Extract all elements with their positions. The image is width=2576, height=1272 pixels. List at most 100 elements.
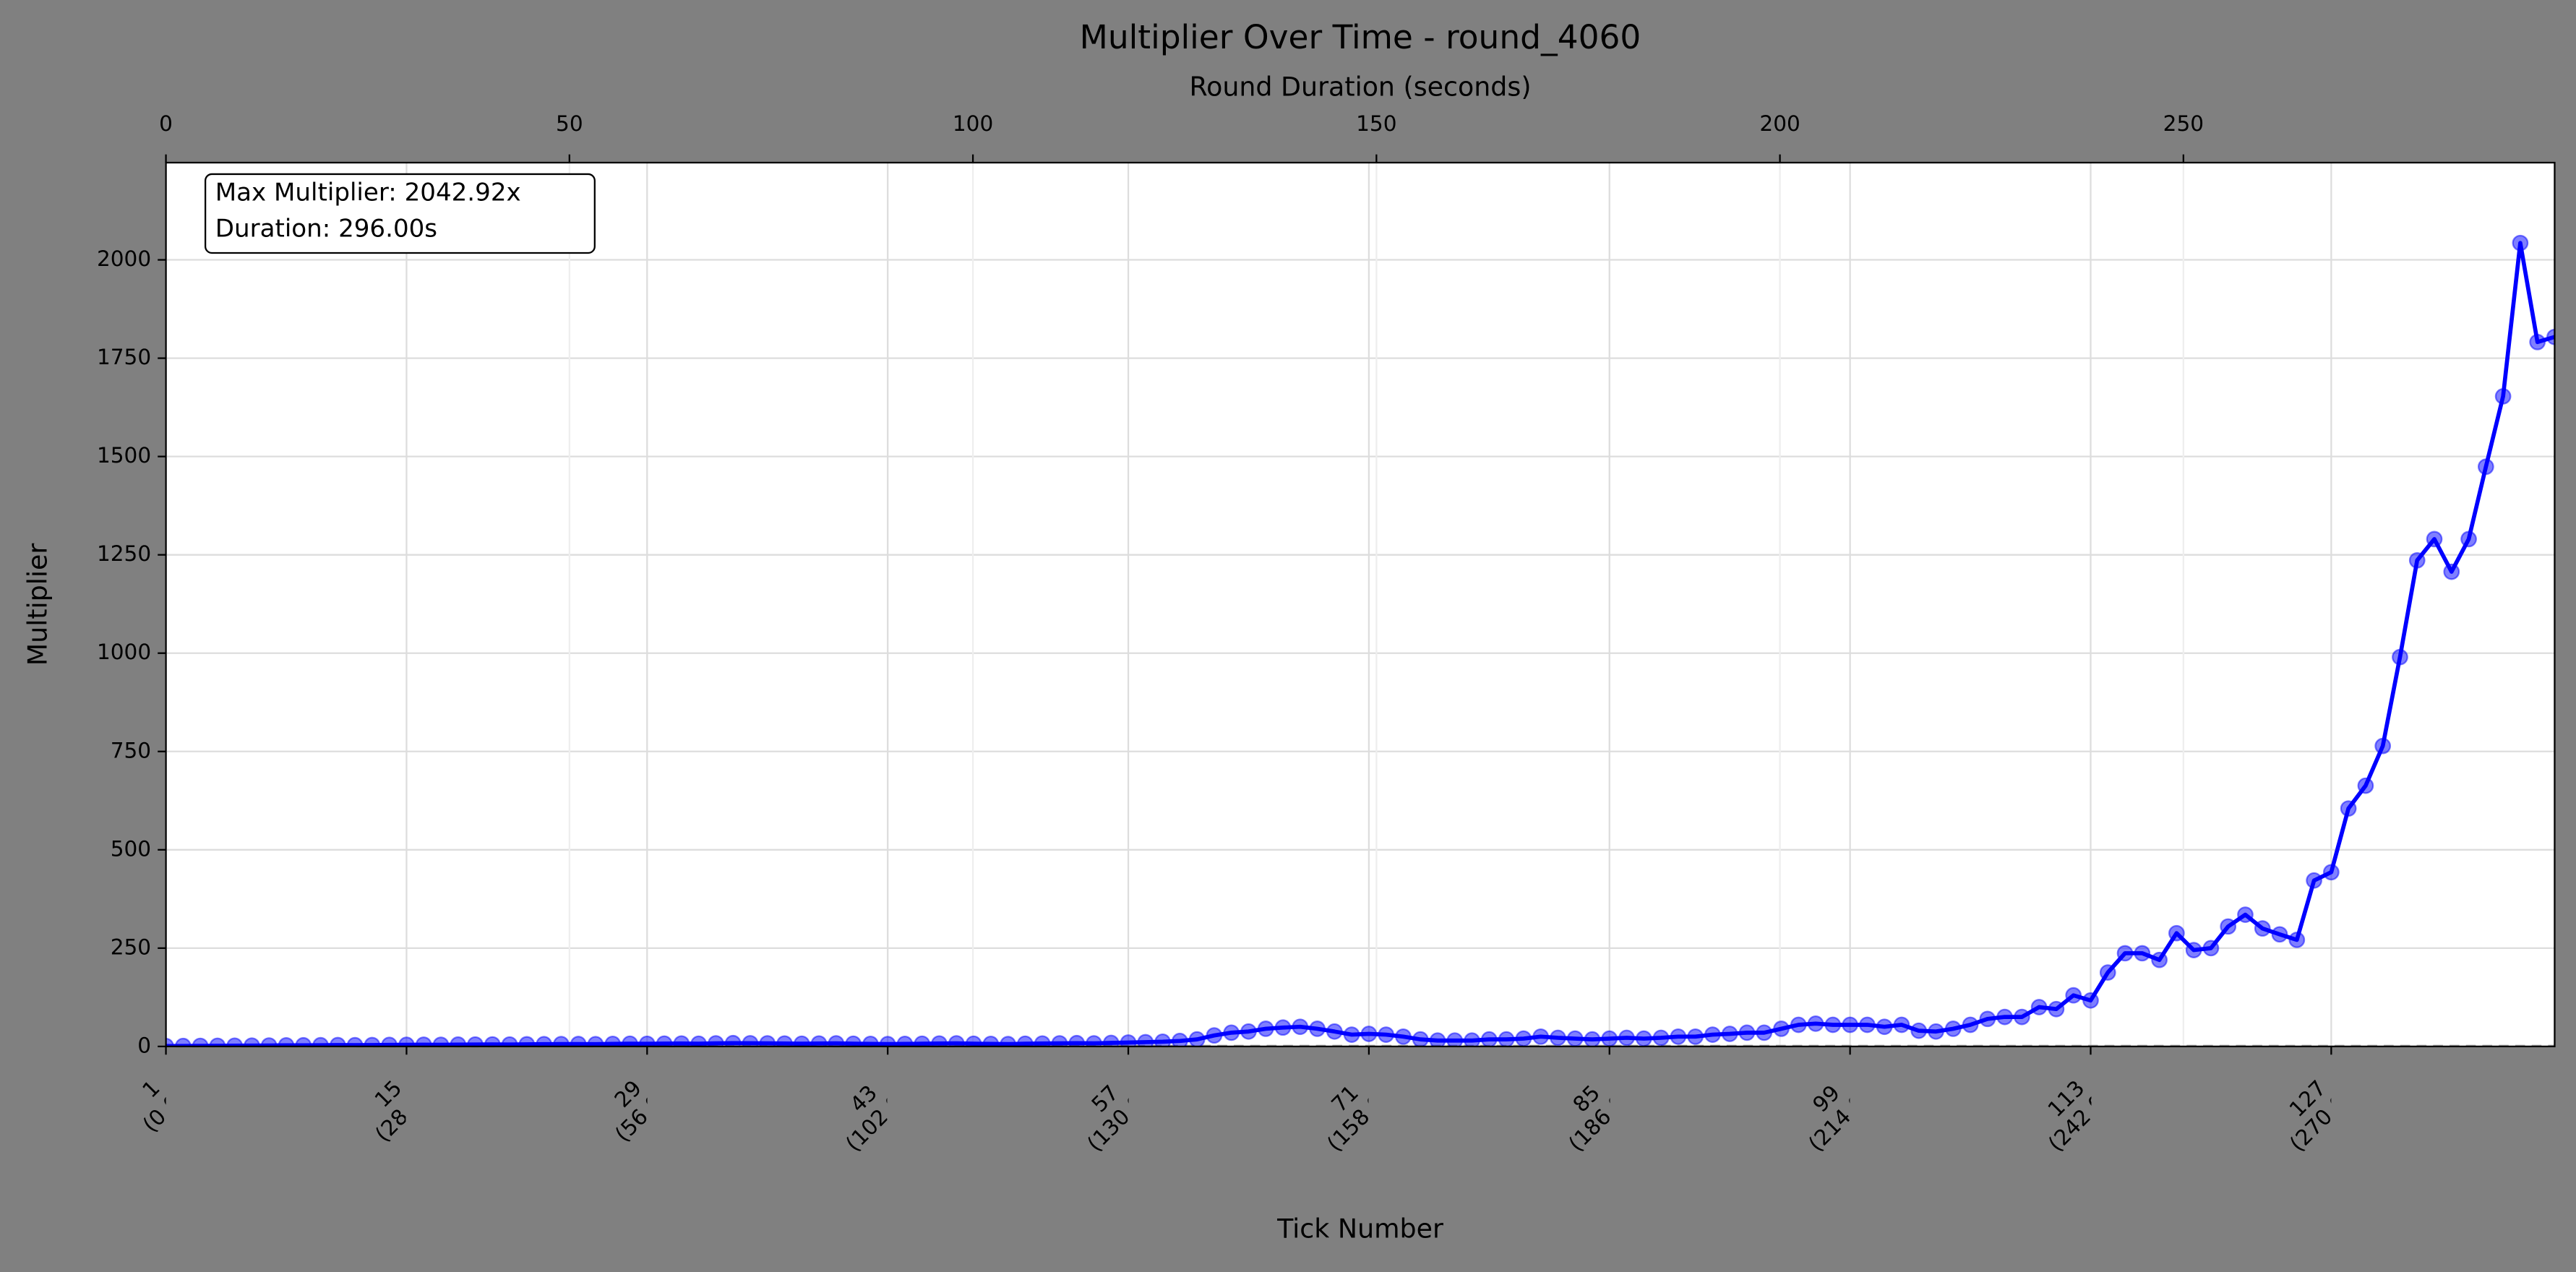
data-point [2220, 918, 2237, 935]
data-point [1687, 1028, 1704, 1045]
x-tick-label-box: 127 (270.0s) [2134, 1060, 2331, 1257]
data-point [450, 1036, 467, 1047]
x-tick-label-wrap: 99 (214.0s) [1653, 1060, 1850, 1257]
y-tick-label: 0 [137, 1033, 151, 1057]
data-point [312, 1036, 329, 1047]
data-point [931, 1035, 948, 1047]
x-tick-label: 113 (242.0s) [2045, 1076, 2091, 1158]
data-point [1137, 1034, 1154, 1047]
data-point [1859, 1016, 1876, 1034]
data-point [415, 1036, 432, 1047]
x-tick-label-box: 71 (158.0s) [1172, 1060, 1369, 1257]
data-point [2340, 800, 2357, 817]
data-point [914, 1035, 931, 1047]
data-point [1188, 1031, 1206, 1047]
data-point [1601, 1030, 1618, 1047]
data-point [1635, 1030, 1652, 1047]
data-point [862, 1036, 879, 1047]
x-tick-label: 1 (0.0s) [139, 1076, 166, 1138]
data-point [2460, 530, 2477, 548]
x2-axis-label: Round Duration (seconds) [1189, 72, 1531, 103]
x-tick-label-wrap: 127 (270.0s) [2134, 1060, 2331, 1257]
data-point [690, 1035, 707, 1047]
data-point [1652, 1029, 1670, 1047]
data-point [1154, 1034, 1171, 1047]
data-point [1378, 1026, 1395, 1043]
data-point [1807, 1015, 1824, 1032]
data-point [2134, 945, 2151, 962]
data-point [1962, 1016, 1979, 1034]
y-tick-label: 1750 [97, 345, 151, 369]
data-point [776, 1035, 793, 1047]
data-point [1910, 1022, 1928, 1039]
data-point [278, 1037, 295, 1047]
data-point [1566, 1030, 1584, 1047]
data-point [1464, 1032, 1480, 1047]
x-tick-label: 15 (28.0s) [370, 1076, 407, 1148]
data-point [2254, 920, 2271, 937]
data-point [1515, 1030, 1532, 1047]
x-tick-label-wrap: 113 (242.0s) [1894, 1060, 2091, 1257]
data-point [896, 1036, 914, 1047]
data-point [1704, 1026, 1721, 1043]
data-point [1824, 1016, 1842, 1034]
data-point [1223, 1024, 1240, 1041]
y-tick-label: 250 [111, 934, 151, 959]
data-point [982, 1036, 1000, 1047]
data-point [1360, 1026, 1378, 1042]
plot-area [166, 163, 2555, 1047]
data-point [1034, 1035, 1051, 1047]
data-point [2408, 551, 2426, 569]
data-point [398, 1036, 415, 1047]
data-point [1480, 1031, 1498, 1047]
x-tick-label: 85 (186.0s) [1563, 1077, 1610, 1158]
data-point [484, 1036, 501, 1047]
annotation-line: Max Multiplier: 2042.92x [215, 179, 521, 207]
data-point [2288, 932, 2306, 948]
data-point [329, 1036, 346, 1047]
x-tick-label-box: 15 (28.0s) [210, 1060, 407, 1257]
data-point [536, 1036, 553, 1047]
data-point [587, 1036, 604, 1047]
data-point [1395, 1028, 1412, 1045]
data-point [2151, 951, 2168, 968]
data-point [673, 1035, 690, 1047]
y-tick-label: 500 [111, 836, 151, 861]
x-tick-label-box: 99 (214.0s) [1653, 1060, 1850, 1257]
data-point [1756, 1024, 1773, 1041]
x-tick-label: 57 (130.0s) [1083, 1077, 1129, 1158]
data-point [1274, 1019, 1292, 1036]
data-point [1326, 1023, 1343, 1040]
data-point [2529, 333, 2546, 351]
marks [166, 234, 2555, 1048]
data-point [1240, 1023, 1257, 1040]
data-point [1086, 1035, 1102, 1047]
x-tick-label-wrap: 71 (158.0s) [1172, 1060, 1369, 1257]
data-point [1928, 1023, 1944, 1040]
data-point [2065, 987, 2082, 1004]
data-point [638, 1035, 656, 1047]
data-point [1206, 1027, 1223, 1044]
data-point [1498, 1031, 1515, 1047]
x2-tick-label: 250 [2163, 111, 2204, 136]
data-point [1790, 1016, 1807, 1034]
data-point [1550, 1029, 1566, 1047]
data-point [604, 1036, 622, 1047]
data-point [2030, 999, 2048, 1015]
x-tick-label-box: 1 (0.0s) [139, 1076, 166, 1138]
x-tick-label-wrap: 15 (28.0s) [210, 1060, 407, 1257]
y-tick-label: 1250 [97, 541, 151, 566]
data-point [2357, 777, 2374, 794]
x-axis-label: Tick Number [1276, 1213, 1443, 1244]
x-tick-label: 29 (56.0s) [611, 1076, 648, 1148]
data-point [1257, 1020, 1274, 1037]
x2-tick-label: 0 [159, 111, 173, 136]
data-point [742, 1035, 759, 1047]
y-axis-label: Multiplier [22, 543, 53, 666]
x2-tick-label: 200 [1759, 111, 1800, 136]
data-point [1051, 1035, 1068, 1047]
data-point [2392, 648, 2408, 666]
data-point [2494, 388, 2512, 405]
x-tick-label-box: 85 (186.0s) [1563, 1077, 1610, 1158]
